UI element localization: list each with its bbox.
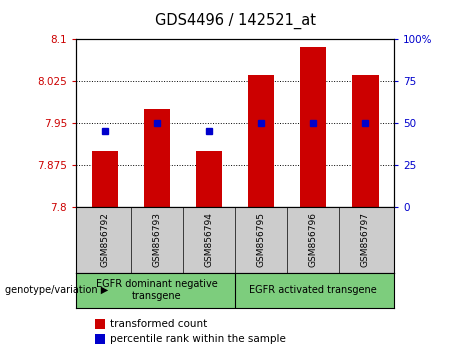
- Text: EGFR activated transgene: EGFR activated transgene: [249, 285, 377, 295]
- Text: GSM856795: GSM856795: [257, 212, 266, 267]
- Text: GSM856797: GSM856797: [361, 212, 370, 267]
- Text: genotype/variation ▶: genotype/variation ▶: [5, 285, 108, 295]
- Bar: [248, 75, 274, 207]
- Text: EGFR dominant negative
transgene: EGFR dominant negative transgene: [96, 279, 218, 302]
- Text: transformed count: transformed count: [110, 319, 207, 329]
- Text: GSM856794: GSM856794: [205, 212, 213, 267]
- Bar: [300, 47, 326, 207]
- Bar: [196, 151, 222, 207]
- Text: GDS4496 / 142521_at: GDS4496 / 142521_at: [154, 12, 316, 29]
- Bar: [92, 151, 118, 207]
- Bar: [353, 75, 378, 207]
- Text: percentile rank within the sample: percentile rank within the sample: [110, 334, 286, 344]
- Text: GSM856796: GSM856796: [309, 212, 318, 267]
- Bar: [144, 109, 170, 207]
- Text: GSM856792: GSM856792: [100, 212, 109, 267]
- Text: GSM856793: GSM856793: [153, 212, 161, 267]
